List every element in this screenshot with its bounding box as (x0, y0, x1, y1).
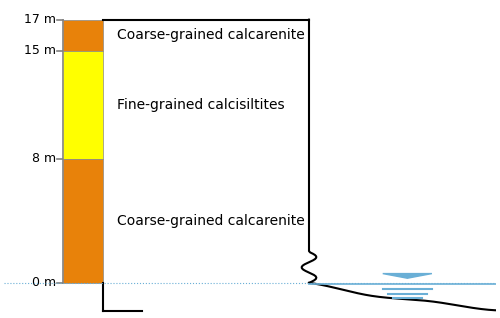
Text: 15 m: 15 m (24, 44, 56, 57)
Text: 17 m: 17 m (24, 13, 56, 26)
Bar (63, 159, 102, 283)
Polygon shape (383, 273, 432, 278)
Bar (63, 20, 102, 51)
Text: 0 m: 0 m (32, 276, 56, 289)
Text: Coarse-grained calcarenite: Coarse-grained calcarenite (118, 214, 305, 228)
Text: Coarse-grained calcarenite: Coarse-grained calcarenite (118, 28, 305, 42)
Text: 8 m: 8 m (32, 153, 56, 165)
Text: Fine-grained calcisiltites: Fine-grained calcisiltites (118, 98, 285, 112)
Bar (63, 51, 102, 159)
